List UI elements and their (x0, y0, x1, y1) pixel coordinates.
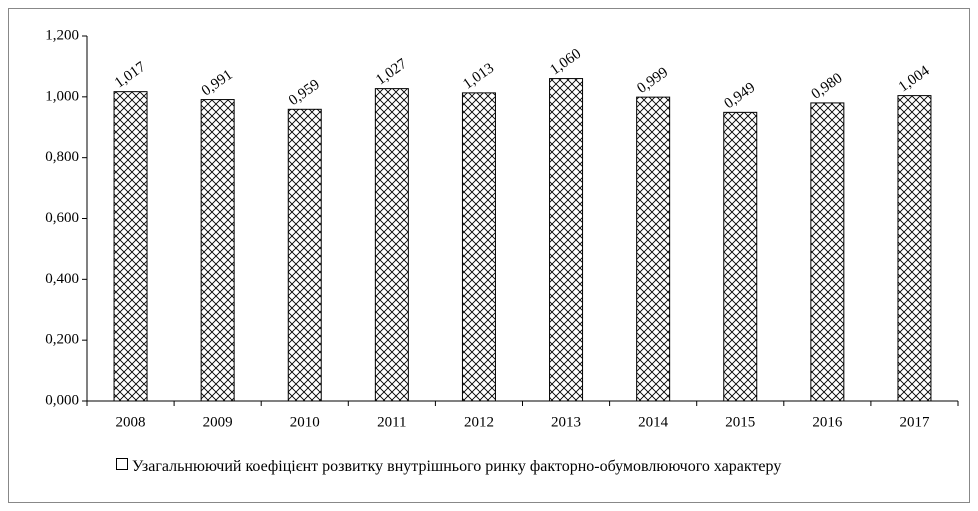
x-tick-label: 2017 (899, 414, 930, 430)
bar (461, 92, 496, 402)
x-tick-label: 2010 (290, 414, 320, 430)
x-tick-label: 2008 (116, 414, 146, 430)
y-tick-label: 0,800 (45, 149, 79, 165)
bar (113, 91, 148, 402)
bar (810, 102, 845, 402)
y-tick-label: 1,200 (45, 27, 79, 43)
x-tick-label: 2011 (377, 414, 406, 430)
legend-label: Узагальнюючий коефіцієнт розвитку внутрі… (132, 458, 782, 475)
bar (636, 96, 671, 402)
bar (287, 108, 322, 402)
x-tick-label: 2014 (638, 414, 669, 430)
bar (374, 88, 409, 402)
y-tick-label: 1,000 (45, 88, 79, 104)
x-tick-label: 2009 (203, 414, 233, 430)
value-label: 0,980 (809, 70, 846, 102)
chart-border (8, 8, 970, 503)
value-label: 0,999 (634, 64, 671, 96)
x-tick-label: 2012 (464, 414, 494, 430)
value-label: 1,017 (112, 59, 149, 92)
bar (200, 99, 235, 402)
y-tick-label: 0,400 (45, 271, 79, 287)
bar (897, 95, 932, 402)
legend-key (116, 458, 128, 470)
value-label: 0,991 (199, 67, 236, 99)
y-tick-label: 0,000 (45, 392, 79, 408)
x-tick-label: 2013 (551, 414, 581, 430)
y-tick-label: 0,200 (45, 332, 79, 348)
value-label: 0,959 (286, 77, 323, 109)
x-tick-label: 2015 (725, 414, 755, 430)
bar (549, 78, 584, 402)
legend: Узагальнюючий коефіцієнт розвитку внутрі… (116, 456, 936, 478)
value-label: 1,027 (373, 56, 410, 89)
value-label: 1,004 (896, 63, 933, 96)
y-tick-label: 0,600 (45, 210, 79, 226)
value-label: 1,060 (547, 46, 584, 78)
value-label: 0,949 (722, 80, 759, 112)
bar (723, 111, 758, 402)
x-tick-label: 2016 (812, 414, 843, 430)
value-label: 1,013 (460, 60, 497, 92)
